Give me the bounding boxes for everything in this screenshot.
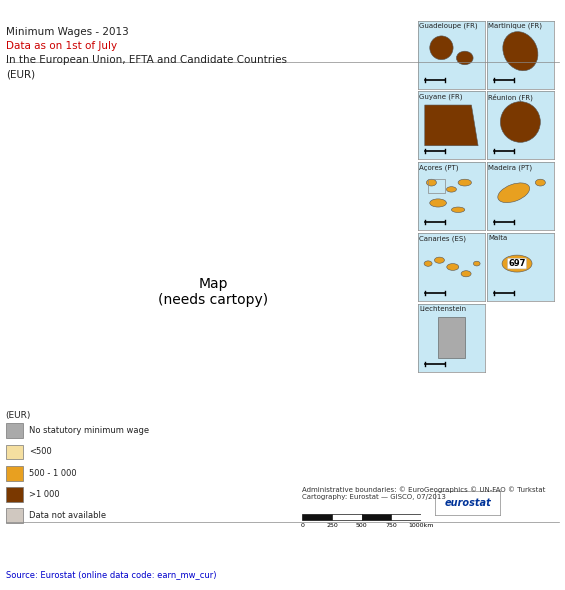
Text: (EUR): (EUR): [6, 70, 35, 80]
Bar: [362, 514, 392, 520]
Polygon shape: [425, 105, 478, 146]
Text: Réunion (FR): Réunion (FR): [488, 93, 533, 101]
Text: eurostat: eurostat: [444, 499, 491, 508]
Text: Data not available: Data not available: [29, 511, 107, 520]
Ellipse shape: [446, 186, 457, 192]
Text: Map
(needs cartopy): Map (needs cartopy): [158, 277, 268, 307]
Ellipse shape: [473, 261, 480, 266]
Ellipse shape: [503, 32, 538, 71]
Text: 1000km: 1000km: [408, 523, 433, 529]
Text: Canaries (ES): Canaries (ES): [419, 235, 467, 241]
Text: 750: 750: [385, 523, 397, 529]
Text: Liechtenstein: Liechtenstein: [419, 306, 467, 312]
Text: Guadeloupe (FR): Guadeloupe (FR): [419, 22, 478, 29]
Ellipse shape: [451, 207, 465, 212]
Ellipse shape: [447, 264, 459, 270]
Ellipse shape: [536, 179, 545, 186]
Text: Administrative boundaries: © EuroGeographics © UN-FAO © Turkstat
Cartography: Eu: Administrative boundaries: © EuroGeograp…: [302, 487, 546, 500]
Text: Açores (PT): Açores (PT): [419, 164, 459, 171]
Text: Martinique (FR): Martinique (FR): [488, 22, 542, 29]
Ellipse shape: [430, 199, 446, 207]
Text: Data as on 1st of July: Data as on 1st of July: [6, 41, 117, 51]
Text: In the European Union, EFTA and Candidate Countries: In the European Union, EFTA and Candidat…: [6, 55, 286, 65]
Text: Source: Eurostat (online data code: earn_mw_cur): Source: Eurostat (online data code: earn…: [6, 571, 216, 579]
Text: >1 000: >1 000: [29, 490, 60, 499]
Ellipse shape: [427, 179, 436, 186]
Text: 697: 697: [508, 259, 525, 268]
Text: <500: <500: [29, 447, 52, 457]
Text: Minimum Wages - 2013: Minimum Wages - 2013: [6, 27, 128, 37]
Bar: [302, 514, 332, 520]
Ellipse shape: [457, 51, 473, 65]
Text: 500 - 1 000: 500 - 1 000: [29, 468, 77, 478]
Ellipse shape: [434, 257, 445, 263]
Ellipse shape: [502, 255, 532, 272]
Ellipse shape: [498, 183, 529, 202]
Text: Malta: Malta: [488, 235, 507, 241]
Ellipse shape: [430, 36, 453, 60]
Text: 250: 250: [326, 523, 338, 529]
Ellipse shape: [458, 179, 471, 186]
Text: Madeira (PT): Madeira (PT): [488, 164, 532, 171]
Text: No statutory minimum wage: No statutory minimum wage: [29, 426, 150, 435]
Ellipse shape: [424, 261, 432, 266]
Text: 500: 500: [356, 523, 367, 529]
Bar: [392, 514, 421, 520]
Polygon shape: [438, 317, 465, 358]
Ellipse shape: [501, 101, 540, 142]
Text: Guyane (FR): Guyane (FR): [419, 93, 463, 100]
Text: 0: 0: [301, 523, 304, 529]
Ellipse shape: [461, 271, 471, 277]
Text: (EUR): (EUR): [6, 411, 31, 420]
Bar: [332, 514, 362, 520]
